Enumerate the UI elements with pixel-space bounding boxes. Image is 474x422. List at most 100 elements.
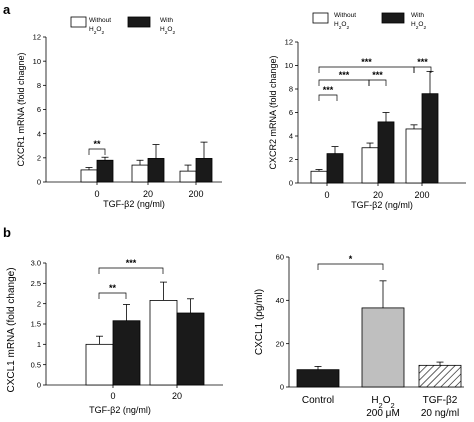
subscript: 2 xyxy=(94,30,97,36)
x-tick-label: 200 xyxy=(188,189,203,199)
bar-control xyxy=(296,369,340,388)
panel-label-a: a xyxy=(3,2,11,17)
legend-formula-without: H2O2 xyxy=(89,26,104,36)
y-tick-label: 60 xyxy=(276,253,284,262)
formula-part: O xyxy=(383,395,391,406)
significance-stars: *** xyxy=(323,85,334,95)
y-tick-label: 0 xyxy=(280,383,284,392)
x-tick-label: 20 xyxy=(373,190,383,200)
significance-stars: *** xyxy=(339,70,350,80)
x-category-label-dose: 20 ng/ml xyxy=(421,408,459,419)
y-tick-label: 3.0 xyxy=(31,259,41,268)
significance-bracket xyxy=(88,148,106,155)
y-tick-label: 12 xyxy=(33,33,41,42)
legend-label-with: With xyxy=(160,17,173,24)
formula-part: O xyxy=(341,21,346,28)
y-tick-label: 6 xyxy=(37,105,41,114)
subscript: 2 xyxy=(391,401,395,410)
bar-with-h2o2 xyxy=(112,320,141,386)
x-tick-label: 0 xyxy=(94,189,99,199)
y-tick-label: 10 xyxy=(285,61,293,70)
x-tick-label: 0 xyxy=(110,391,115,401)
significance-stars: *** xyxy=(372,70,383,80)
significance-stars: *** xyxy=(417,57,428,67)
legend-label-with: With xyxy=(411,12,424,19)
bar-without-h2o2 xyxy=(310,170,328,184)
significance-stars: *** xyxy=(126,258,137,268)
x-category-label-dose: 200 μM xyxy=(366,408,400,419)
significance-bracket xyxy=(413,66,432,73)
x-tick-label: 0 xyxy=(324,190,329,200)
legend-swatch-with xyxy=(127,16,151,28)
y-tick-label: 2.5 xyxy=(31,279,41,288)
formula-part: H xyxy=(89,26,94,33)
legend-swatch-with xyxy=(381,12,405,24)
x-tick-label: 20 xyxy=(172,391,182,401)
bar-without-h2o2 xyxy=(405,128,423,184)
y-tick-label: 2 xyxy=(37,299,41,308)
x-axis-label: TGF-β2 (ng/ml) xyxy=(103,199,165,209)
y-tick-label: 8 xyxy=(37,81,41,90)
x-tick-label: 200 xyxy=(414,190,429,200)
x-axis-label: TGF-β2 (ng/ml) xyxy=(89,405,151,415)
legend-label-without: Without xyxy=(334,12,356,19)
significance-bracket xyxy=(317,263,384,270)
significance-stars: * xyxy=(349,254,353,264)
y-axis-label: CXCL1 mRNA (fold change) xyxy=(6,267,17,392)
y-tick-label: 1 xyxy=(37,340,41,349)
x-axis-label: TGF-β2 (ng/ml) xyxy=(351,200,413,210)
bar-with-h2o2 xyxy=(176,312,205,386)
x-tick-label: 20 xyxy=(143,189,153,199)
chart-cxcl1_mrna: 00.511.522.53.00 20*****TGF-β2 (ng/ml) xyxy=(31,258,223,415)
bar-without-h2o2 xyxy=(149,300,178,386)
significance-bracket xyxy=(98,292,127,299)
bar-with-h2o2 xyxy=(326,153,344,184)
legend-swatch-without xyxy=(70,16,87,28)
bar-tgf-beta2 xyxy=(418,364,462,388)
subscript: 2 xyxy=(165,30,168,36)
significance-stars: ** xyxy=(93,139,101,149)
significance-bracket xyxy=(98,267,164,274)
subscript: 2 xyxy=(423,25,426,31)
legend-label-without: Without xyxy=(89,17,111,24)
y-tick-label: 4 xyxy=(289,132,293,141)
bar-without-h2o2 xyxy=(179,170,197,183)
y-tick-label: 12 xyxy=(285,38,293,47)
x-category-label: TGF-β2 xyxy=(423,395,458,406)
y-tick-label: 40 xyxy=(276,296,284,305)
legend-formula-without: H2O2 xyxy=(334,21,349,31)
bar-without-h2o2 xyxy=(131,164,149,183)
x-category-label-h2o2: H2O2 xyxy=(371,395,394,410)
y-axis-label: CXCR1 mRNA (fold chagne) xyxy=(16,52,26,166)
formula-part: H xyxy=(334,21,339,28)
formula-part: O xyxy=(96,26,101,33)
significance-bracket xyxy=(318,94,338,101)
legend-swatch-without xyxy=(312,12,329,24)
bar-h2o2 xyxy=(361,307,405,388)
subscript: 2 xyxy=(101,30,104,36)
y-tick-label: 0 xyxy=(37,178,41,187)
y-tick-label: 2 xyxy=(37,153,41,162)
y-tick-label: 4 xyxy=(37,129,41,138)
formula-part: O xyxy=(418,21,423,28)
y-tick-label: 10 xyxy=(33,57,41,66)
significance-bracket xyxy=(368,79,387,86)
significance-stars: ** xyxy=(109,283,117,293)
bar-without-h2o2 xyxy=(85,343,114,386)
y-tick-label: 8 xyxy=(289,85,293,94)
bar-with-h2o2 xyxy=(96,159,114,183)
subscript: 2 xyxy=(339,25,342,31)
formula-part: H xyxy=(411,21,416,28)
bar-with-h2o2 xyxy=(195,158,213,183)
y-tick-label: 20 xyxy=(276,339,284,348)
y-tick-label: 0.5 xyxy=(31,360,41,369)
legend-formula-with: H2O2 xyxy=(411,21,426,31)
y-tick-label: 0 xyxy=(37,381,41,390)
y-tick-label: 2 xyxy=(289,155,293,164)
bar-without-h2o2 xyxy=(361,147,379,184)
formula-part: H xyxy=(371,395,378,406)
